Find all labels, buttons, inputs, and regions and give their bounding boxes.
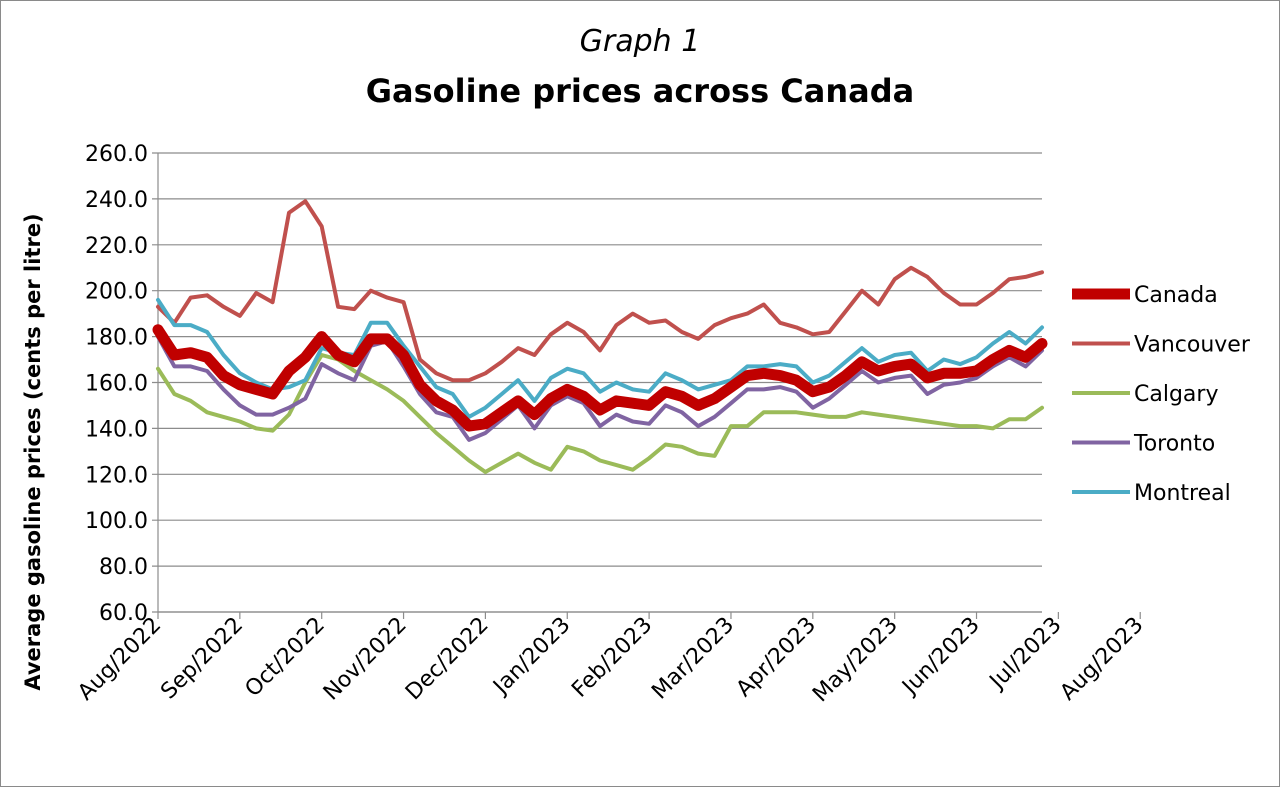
x-tick-label: Aug/2022 (73, 613, 166, 706)
legend-label-toronto: Toronto (1133, 432, 1215, 457)
legend: Canada Vancouver Calgary Toronto Montreal (1072, 283, 1251, 506)
x-tick-label: May/2023 (808, 613, 903, 708)
series-line-calgary (156, 353, 1044, 474)
y-tick-label: 180.0 (85, 326, 148, 351)
y-tick-label: 80.0 (99, 555, 148, 580)
legend-label-calgary: Calgary (1134, 382, 1218, 407)
y-tick-label: 260.0 (85, 142, 148, 167)
y-tick-label: 160.0 (85, 372, 148, 397)
x-tick-label: Jan/2023 (488, 613, 576, 701)
y-axis-label: Average gasoline prices (cents per litre… (21, 213, 45, 690)
x-tick-label: Jul/2023 (984, 613, 1067, 696)
series-line-montreal (156, 297, 1044, 419)
y-tick-label: 100.0 (85, 509, 148, 534)
series-lines (152, 199, 1048, 474)
x-tick-label: Apr/2023 (732, 613, 821, 702)
y-tick-label: 220.0 (85, 234, 148, 259)
y-tick-label: 140.0 (85, 417, 148, 442)
y-tick-label: 120.0 (85, 463, 148, 488)
x-axis-ticks: Aug/2022Sep/2022Oct/2022Nov/2022Dec/2022… (73, 153, 1148, 707)
x-tick-label: Oct/2022 (241, 613, 330, 702)
y-axis-ticks: 60.0 80.0 100.0 120.0 140.0 160.0 180.0 200.0 22… (85, 142, 148, 626)
x-tick-label: Mar/2023 (647, 613, 739, 705)
legend-label-montreal: Montreal (1134, 481, 1231, 506)
series-line-toronto (156, 334, 1044, 442)
series-line-vancouver (156, 199, 1044, 383)
x-tick-label: Sep/2022 (156, 613, 248, 705)
chart-title: Gasoline prices across Canada (365, 72, 915, 110)
x-tick-label: Feb/2023 (567, 613, 657, 703)
legend-label-canada: Canada (1134, 283, 1218, 308)
y-tick-label: 200.0 (85, 280, 148, 305)
x-tick-label: Dec/2022 (401, 613, 494, 706)
x-tick-label: Aug/2023 (1056, 613, 1149, 706)
y-tick-label: 240.0 (85, 188, 148, 213)
legend-label-vancouver: Vancouver (1134, 333, 1251, 358)
x-tick-label: Jun/2023 (897, 613, 985, 701)
series-line-canada (152, 324, 1048, 432)
chart-subtitle: Graph 1 (579, 24, 701, 59)
x-tick-label: Nov/2022 (319, 613, 412, 706)
y-tick-label: 60.0 (99, 601, 148, 626)
